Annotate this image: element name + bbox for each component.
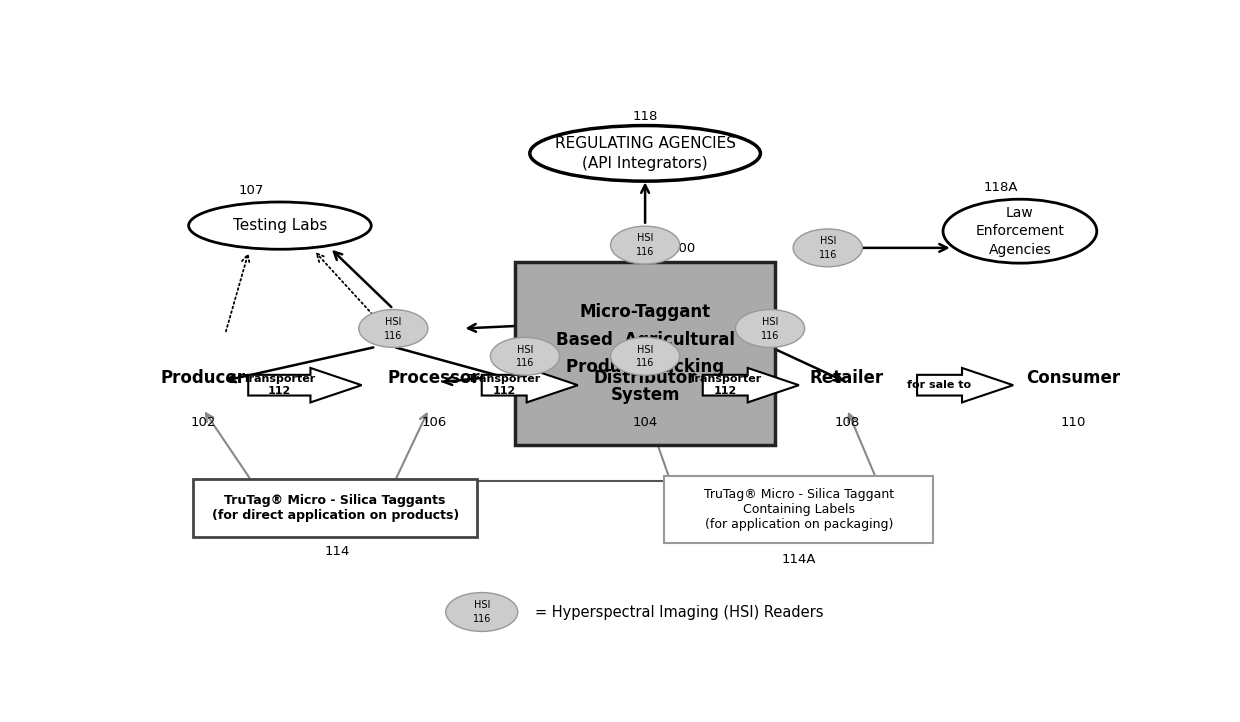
Text: 116: 116: [761, 331, 779, 341]
Ellipse shape: [735, 310, 805, 347]
Ellipse shape: [188, 202, 371, 249]
Ellipse shape: [490, 337, 559, 375]
Text: 107: 107: [238, 183, 264, 196]
Text: 118: 118: [632, 110, 657, 123]
Ellipse shape: [610, 337, 680, 375]
Text: Micro-Taggant
Based  Agricultural
Product Tracking
System: Micro-Taggant Based Agricultural Product…: [556, 303, 734, 404]
Polygon shape: [481, 368, 578, 402]
Text: REGULATING AGENCIES
(API Integrators): REGULATING AGENCIES (API Integrators): [554, 136, 735, 170]
Text: 106: 106: [422, 416, 446, 429]
Ellipse shape: [794, 229, 862, 266]
Text: 116: 116: [818, 250, 837, 260]
Text: 110: 110: [1060, 416, 1085, 429]
Ellipse shape: [529, 126, 760, 181]
Text: Processor: Processor: [387, 369, 480, 387]
Text: HSI: HSI: [761, 317, 779, 327]
Text: HSI: HSI: [820, 236, 836, 246]
Polygon shape: [703, 368, 799, 402]
FancyBboxPatch shape: [665, 476, 934, 542]
Polygon shape: [248, 368, 362, 402]
Ellipse shape: [610, 226, 680, 264]
Ellipse shape: [445, 593, 518, 632]
FancyBboxPatch shape: [516, 262, 775, 445]
Text: Testing Labs: Testing Labs: [233, 218, 327, 233]
Text: 114A: 114A: [781, 552, 816, 565]
Text: 116: 116: [636, 359, 655, 368]
Text: HSI: HSI: [517, 344, 533, 355]
Text: HSI: HSI: [386, 317, 402, 327]
Text: 114: 114: [325, 545, 350, 558]
Text: 116: 116: [384, 331, 403, 341]
Text: HSI: HSI: [474, 600, 490, 610]
Text: Consumer: Consumer: [1025, 369, 1120, 387]
Text: 108: 108: [835, 416, 859, 429]
Text: Producer: Producer: [160, 369, 246, 387]
Text: HSI: HSI: [637, 344, 653, 355]
Text: Law
Enforcement
Agencies: Law Enforcement Agencies: [976, 206, 1064, 256]
Text: for sale to: for sale to: [908, 380, 972, 390]
Text: = Hyperspectral Imaging (HSI) Readers: = Hyperspectral Imaging (HSI) Readers: [534, 604, 823, 619]
Text: 118A: 118A: [983, 181, 1018, 194]
Text: Distributor: Distributor: [594, 369, 697, 387]
Ellipse shape: [358, 310, 428, 347]
Text: Retailer: Retailer: [810, 369, 884, 387]
Text: Transporter
112: Transporter 112: [243, 375, 316, 396]
Text: HSI: HSI: [637, 233, 653, 243]
Text: 116: 116: [636, 248, 655, 257]
Ellipse shape: [942, 199, 1096, 263]
Text: 104: 104: [632, 416, 657, 429]
FancyBboxPatch shape: [193, 479, 477, 537]
Polygon shape: [918, 368, 1013, 402]
Text: Transporter
112: Transporter 112: [688, 375, 761, 396]
Text: 116: 116: [472, 614, 491, 625]
Text: 102: 102: [191, 416, 216, 429]
Text: 116: 116: [516, 359, 534, 368]
Text: Transporter
112: Transporter 112: [467, 375, 541, 396]
Text: TruTag® Micro - Silica Taggant
Containing Labels
(for application on packaging): TruTag® Micro - Silica Taggant Containin…: [704, 487, 894, 531]
Text: TruTag® Micro - Silica Taggants
(for direct application on products): TruTag® Micro - Silica Taggants (for dir…: [212, 494, 459, 522]
Text: 100: 100: [671, 242, 696, 255]
